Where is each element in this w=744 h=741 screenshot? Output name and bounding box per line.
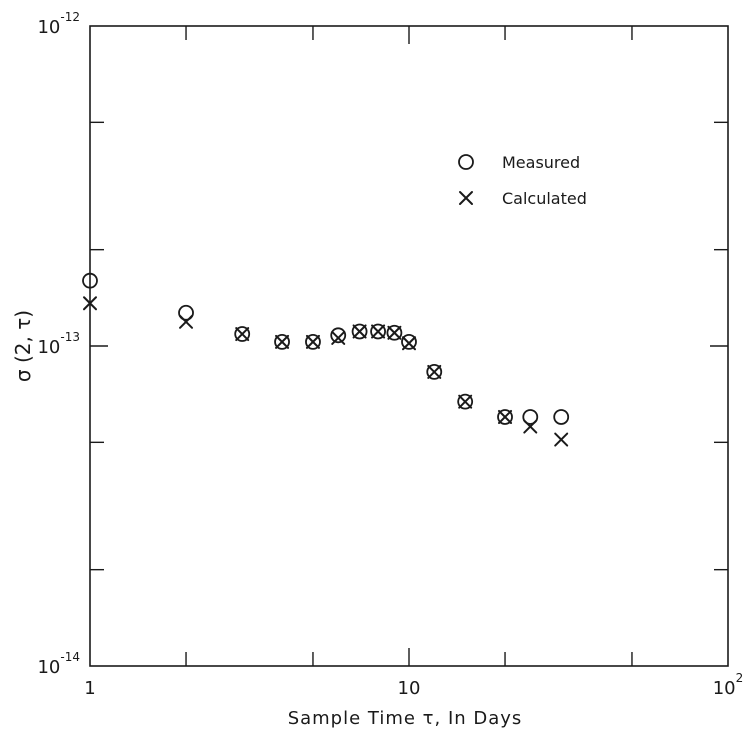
calculated-point-stroke-b <box>305 334 320 349</box>
measured-point <box>82 272 98 289</box>
calculated-point-stroke-b <box>498 409 513 424</box>
axis-tick-labels: 10-14 10-13 10-12 1 10 102 <box>37 10 743 699</box>
calculated-point-stroke-b <box>387 325 402 340</box>
measured-point <box>305 333 321 350</box>
x-tick-label: 10 <box>398 678 421 699</box>
measured-point <box>370 323 386 340</box>
calculated-point-stroke-b <box>352 324 367 339</box>
legend-x-marker-stroke-b <box>459 191 473 205</box>
legend-label: Measured <box>502 153 580 172</box>
measured-point <box>401 333 417 350</box>
calculated-point <box>458 394 473 409</box>
calculated-point-stroke-b <box>83 296 97 311</box>
x-axis-label: Sample Time τ, In Days <box>288 708 523 729</box>
calculated-point <box>235 327 250 342</box>
measured-point <box>522 409 539 425</box>
calculated-point <box>305 334 320 349</box>
calculated-point-stroke-b <box>523 419 538 434</box>
calculated-point <box>402 336 416 351</box>
calculated-point-stroke-b <box>554 432 569 447</box>
x-tick-label: 1 <box>84 678 95 699</box>
calculated-point <box>275 334 290 349</box>
calculated-point-stroke-b <box>235 327 250 342</box>
legend-circle-marker <box>458 154 474 170</box>
calculated-point <box>331 330 346 345</box>
calculated-point <box>352 324 367 339</box>
measured-point <box>457 393 474 410</box>
axis-ticks <box>90 26 728 666</box>
calculated-point-stroke-b <box>179 314 194 329</box>
measured-point <box>234 326 251 342</box>
calculated-point-stroke-b <box>275 334 290 349</box>
series-measured <box>82 272 570 425</box>
measured-point <box>274 333 290 350</box>
x-tick-label: 102 <box>713 671 744 699</box>
measured-point <box>178 304 194 321</box>
calculated-point <box>498 409 513 424</box>
plot-frame <box>89 25 729 667</box>
x-tick-exponent: 2 <box>736 671 744 685</box>
y-tick-exponent: -13 <box>60 330 80 344</box>
y-tick-label: 10-12 <box>37 10 80 38</box>
y-tick-exponent: -14 <box>60 650 80 664</box>
calculated-point-stroke-b <box>458 394 473 409</box>
calculated-point <box>387 325 402 340</box>
calculated-point-stroke-b <box>331 330 346 345</box>
legend-label: Calculated <box>502 189 587 208</box>
measured-point <box>330 327 347 344</box>
calculated-point <box>554 432 569 447</box>
legend: Measured Calculated <box>458 153 587 208</box>
y-tick-label: 10-13 <box>37 330 80 358</box>
calculated-point <box>427 364 442 379</box>
calculated-point-stroke-b <box>371 324 386 339</box>
measured-point <box>426 363 443 380</box>
measured-point <box>497 409 513 425</box>
calculated-point <box>179 314 194 329</box>
measured-point <box>351 323 368 340</box>
calculated-point <box>371 324 386 339</box>
y-tick-label: 10-14 <box>37 650 80 678</box>
y-axis-label: σ (2, τ) <box>11 310 35 382</box>
measured-point <box>553 409 570 425</box>
legend-x-marker <box>459 191 473 205</box>
y-tick-exponent: -12 <box>60 10 80 24</box>
calculated-point <box>83 296 97 311</box>
calculated-point-stroke-b <box>402 336 416 351</box>
data-points <box>82 272 570 447</box>
measured-point <box>386 324 403 341</box>
series-calculated <box>83 296 569 447</box>
calculated-point-stroke-b <box>427 364 442 379</box>
calculated-point <box>523 419 538 434</box>
